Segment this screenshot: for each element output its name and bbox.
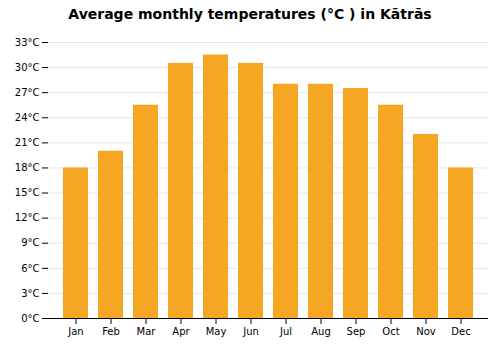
svg-text:May: May [206, 326, 227, 337]
svg-text:30°C: 30°C [15, 62, 40, 73]
svg-text:3°C: 3°C [21, 288, 39, 299]
svg-text:0°C: 0°C [21, 313, 39, 324]
svg-text:18°C: 18°C [15, 162, 40, 173]
svg-text:Oct: Oct [382, 326, 399, 337]
svg-text:12°C: 12°C [15, 212, 40, 223]
svg-text:Jan: Jan [67, 326, 83, 337]
svg-text:Jun: Jun [242, 326, 259, 337]
svg-text:33°C: 33°C [15, 37, 40, 48]
svg-text:Sep: Sep [347, 326, 366, 337]
svg-text:15°C: 15°C [15, 187, 40, 198]
svg-text:21°C: 21°C [15, 137, 40, 148]
svg-text:9°C: 9°C [21, 237, 39, 248]
svg-text:Aug: Aug [311, 326, 331, 337]
svg-text:Feb: Feb [102, 326, 120, 337]
svg-text:27°C: 27°C [15, 87, 40, 98]
svg-text:Apr: Apr [172, 326, 190, 337]
svg-text:6°C: 6°C [21, 263, 39, 274]
svg-text:24°C: 24°C [15, 112, 40, 123]
svg-text:Jul: Jul [279, 326, 292, 337]
svg-text:Nov: Nov [416, 326, 436, 337]
svg-text:Dec: Dec [451, 326, 470, 337]
html-text:Average monthly temperatures (: Average monthly temperatures (°C ) in Kā… [68, 6, 432, 22]
svg-text:Mar: Mar [137, 326, 157, 337]
